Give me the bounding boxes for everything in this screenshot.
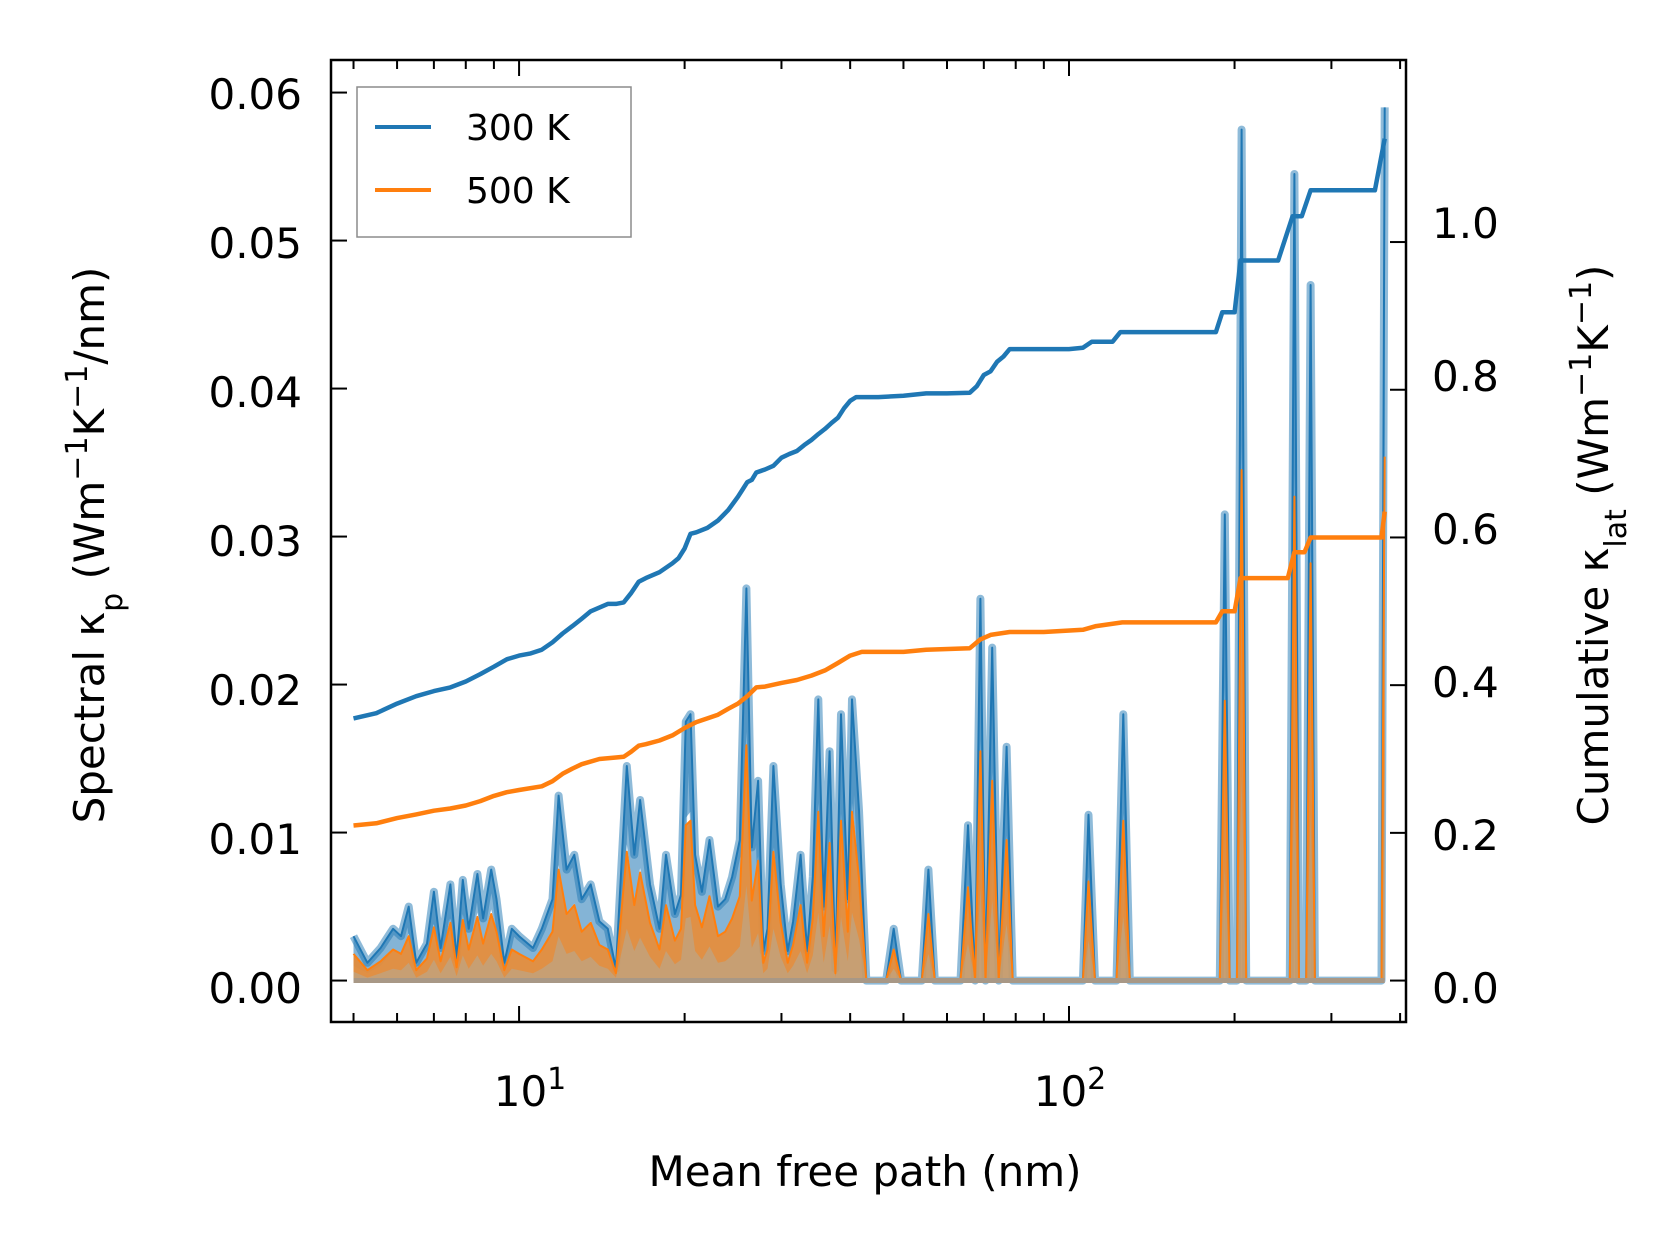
series-layer [349,107,1389,985]
legend-frame [356,86,632,238]
right-axis-title: Cumulative κlat (Wm−1K−1) [1564,265,1634,826]
y-tick-label: 0.04 [208,368,302,417]
right-tick-labels: 0.0 0.2 0.4 0.6 0.8 1.0 [1432,199,1499,1013]
x-tick-label: 101 [494,1062,567,1117]
x-tick-label: 102 [1034,1062,1107,1117]
plot-frame [329,58,1408,1024]
legend-label-300k: 300 K [466,108,571,149]
legend-label-500k: 500 K [466,171,571,212]
left-axis-title: Spectral κp (Wm−1K−1/nm) [60,267,130,824]
cumulative-line-300k [352,138,1387,721]
left-tick-labels: 0.00 0.01 0.02 0.03 0.04 0.05 0.06 [208,70,302,1013]
y2-tick-label: 0.8 [1432,352,1499,401]
x-tick-labels: 101 102 [494,1062,1107,1117]
axes-layer [329,58,1408,1024]
y-tick-label: 0.05 [208,219,302,268]
y2-tick-label: 0.6 [1432,505,1499,554]
legend: 300 K 500 K [356,86,632,238]
cumulative-line-500k [353,511,1387,828]
y-tick-label: 0.00 [208,964,302,1013]
y2-tick-label: 0.2 [1432,811,1499,860]
y2-tick-label: 0.4 [1432,658,1499,707]
y-tick-label: 0.01 [208,815,302,864]
x-axis-title: Mean free path (nm) [648,1147,1081,1196]
y2-tick-label: 0.0 [1432,964,1499,1013]
y2-tick-label: 1.0 [1432,199,1499,248]
spectral-line-500k [352,456,1386,982]
y-tick-label: 0.06 [208,70,302,119]
y-tick-label: 0.02 [208,666,302,715]
y-tick-label: 0.03 [208,517,302,566]
